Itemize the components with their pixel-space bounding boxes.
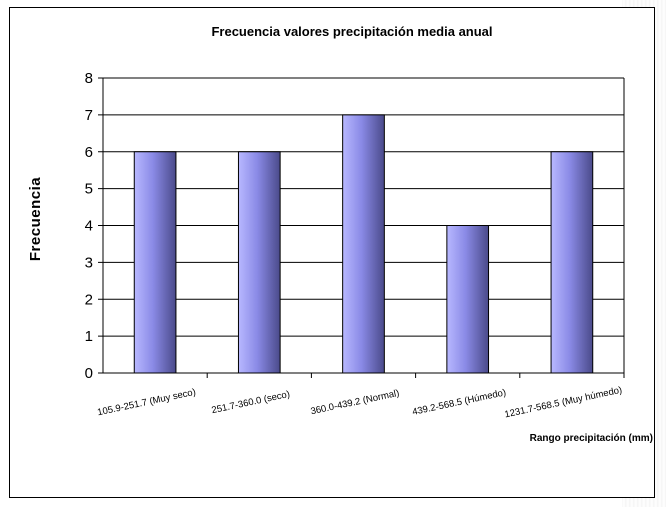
- y-tick-label: 3: [85, 254, 93, 271]
- x-category-label: 1231.7-568.5 (Muy húmedo): [504, 385, 624, 421]
- bar: [237, 151, 281, 374]
- x-category-label: 439.2-568.5 (Húmedo): [411, 387, 507, 418]
- y-tick-label: 2: [85, 291, 93, 308]
- chart-title: Frecuencia valores precipitación media a…: [211, 24, 492, 39]
- bars: [133, 114, 594, 374]
- bar: [133, 151, 177, 374]
- y-axis-title: Frecuencia: [27, 177, 44, 261]
- y-axis-ticks: 0 1 2 3 4 5 6 7 8: [85, 70, 103, 382]
- x-category-label: 360.0-439.2 (Normal): [310, 388, 401, 418]
- bar: [446, 225, 490, 374]
- chart-frame: [9, 7, 655, 498]
- x-category-label: 251.7-360.0 (seco): [211, 389, 291, 416]
- x-axis-categories: 105.9-251.7 (Muy seco) 251.7-360.0 (seco)…: [96, 373, 625, 421]
- y-tick-label: 5: [85, 181, 93, 198]
- y-tick-label: 1: [85, 328, 93, 345]
- y-tick-label: 4: [85, 218, 93, 235]
- y-tick-label: 6: [85, 144, 93, 161]
- y-tick-label: 8: [85, 70, 93, 87]
- bar: [342, 114, 385, 374]
- bar: [550, 151, 594, 374]
- x-axis-title: Rango precipitación (mm): [530, 433, 653, 444]
- y-tick-label: 7: [85, 107, 93, 124]
- x-category-label: 105.9-251.7 (Muy seco): [96, 387, 196, 419]
- y-tick-label: 0: [85, 365, 93, 382]
